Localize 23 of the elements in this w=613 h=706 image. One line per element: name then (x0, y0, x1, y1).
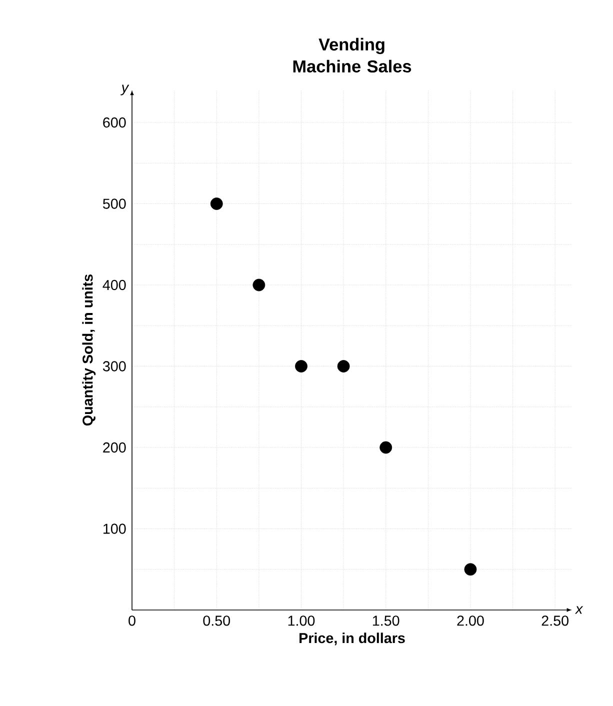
y-tick-label: 500 (102, 198, 126, 209)
y-tick-label: 200 (103, 442, 126, 453)
point (210, 198, 223, 210)
point (295, 360, 308, 372)
point (337, 360, 350, 372)
y-tick-label: 600 (103, 117, 126, 128)
y-axis-title: Quantity Sold, in units (82, 274, 96, 426)
text: x (574, 606, 584, 614)
point (380, 441, 392, 454)
x-tick-label: 2.00 (457, 616, 484, 626)
x-tick-label: 0 (128, 616, 136, 626)
y-tick-label: 100 (104, 524, 126, 534)
y-tick-label: 300 (102, 361, 126, 372)
x-tick-label: 2.50 (542, 616, 568, 626)
x-tick-label: 1.50 (372, 616, 400, 626)
point (252, 278, 266, 292)
x-tick-label: 1.00 (288, 616, 315, 626)
point (464, 563, 477, 576)
x-tick-label: 0.50 (203, 616, 230, 626)
y-tick-label: 400 (102, 280, 126, 290)
text: y (120, 84, 130, 96)
x-axis-title: Price, in dollars (300, 632, 405, 646)
chart-title: Vending Machine Sales (293, 38, 412, 73)
